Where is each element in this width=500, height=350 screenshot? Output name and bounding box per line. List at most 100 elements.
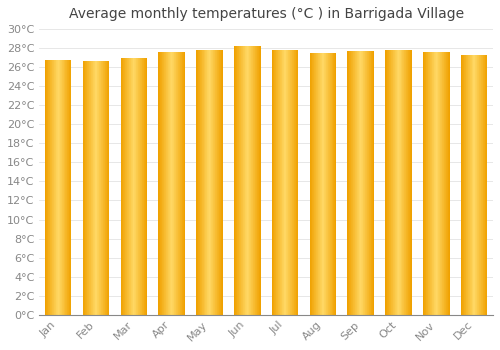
Bar (353, 51, 354, 315)
Bar (468, 55, 469, 315)
Bar (218, 50, 220, 315)
Bar (200, 50, 201, 315)
Bar (444, 52, 445, 315)
Bar (215, 50, 216, 315)
Bar (290, 50, 291, 315)
Bar (438, 52, 439, 315)
Bar (100, 62, 102, 315)
Bar (321, 53, 322, 315)
Bar (98, 62, 100, 315)
Bar (164, 52, 165, 315)
Bar (50, 61, 51, 315)
Bar (138, 58, 139, 315)
Bar (278, 50, 279, 315)
Bar (276, 50, 277, 315)
Bar (144, 58, 145, 315)
Bar (334, 53, 335, 315)
Bar (327, 53, 328, 315)
Bar (481, 55, 482, 315)
Bar (476, 55, 477, 315)
Bar (92, 62, 94, 315)
Bar (320, 53, 321, 315)
Bar (125, 58, 126, 315)
Bar (178, 52, 179, 315)
Bar (169, 52, 170, 315)
Bar (447, 52, 448, 315)
Bar (397, 50, 398, 315)
Bar (182, 52, 183, 315)
Bar (434, 52, 435, 315)
Bar (208, 50, 209, 315)
Bar (254, 46, 255, 315)
Bar (143, 58, 144, 315)
Bar (70, 61, 71, 315)
Bar (61, 61, 62, 315)
Bar (130, 58, 131, 315)
Bar (177, 52, 178, 315)
Bar (445, 52, 446, 315)
Bar (401, 50, 402, 315)
Bar (285, 50, 286, 315)
Bar (441, 52, 442, 315)
Bar (312, 53, 313, 315)
Bar (108, 62, 110, 315)
Bar (140, 58, 141, 315)
Bar (368, 51, 370, 315)
Bar (439, 52, 440, 315)
Bar (170, 52, 171, 315)
Bar (145, 58, 146, 315)
Bar (482, 55, 483, 315)
Bar (331, 53, 332, 315)
Bar (474, 55, 475, 315)
Bar (292, 50, 293, 315)
Bar (184, 52, 185, 315)
Bar (404, 50, 405, 315)
Bar (86, 62, 87, 315)
Bar (466, 55, 467, 315)
Bar (136, 58, 137, 315)
Bar (84, 62, 85, 315)
Bar (256, 46, 257, 315)
Bar (431, 52, 432, 315)
Bar (289, 50, 290, 315)
Bar (171, 52, 172, 315)
Bar (255, 46, 256, 315)
Bar (310, 53, 311, 315)
Bar (64, 61, 65, 315)
Bar (88, 62, 90, 315)
Bar (399, 50, 400, 315)
Bar (317, 53, 318, 315)
Bar (442, 52, 443, 315)
Bar (329, 53, 330, 315)
Bar (464, 55, 465, 315)
Bar (366, 51, 368, 315)
Bar (129, 58, 130, 315)
Bar (277, 50, 278, 315)
Bar (486, 55, 488, 315)
Bar (275, 50, 276, 315)
Bar (165, 52, 166, 315)
Bar (350, 51, 351, 315)
Bar (248, 46, 250, 315)
Bar (426, 52, 427, 315)
Bar (85, 62, 86, 315)
Bar (257, 46, 258, 315)
Bar (273, 50, 274, 315)
Bar (176, 52, 177, 315)
Bar (484, 55, 486, 315)
Bar (120, 58, 122, 315)
Bar (423, 52, 424, 315)
Bar (213, 50, 214, 315)
Bar (483, 55, 484, 315)
Bar (325, 53, 326, 315)
Bar (279, 50, 280, 315)
Bar (291, 50, 292, 315)
Bar (333, 53, 334, 315)
Bar (59, 61, 60, 315)
Bar (104, 62, 106, 315)
Bar (139, 58, 140, 315)
Bar (68, 61, 69, 315)
Bar (405, 50, 406, 315)
Bar (402, 50, 403, 315)
Bar (258, 46, 259, 315)
